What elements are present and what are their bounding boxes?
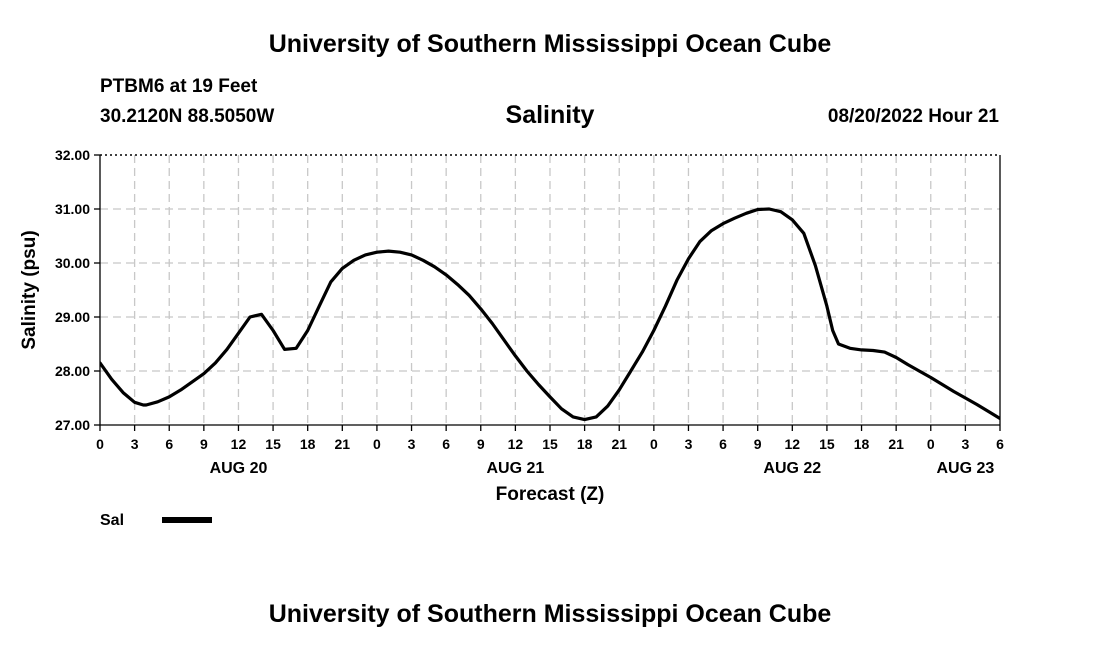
x-tick-label: 9 bbox=[200, 436, 208, 452]
x-tick-label: 21 bbox=[888, 436, 904, 452]
chart-title: Salinity bbox=[505, 101, 595, 129]
x-tick-label: 18 bbox=[577, 436, 593, 452]
x-tick-label: 0 bbox=[927, 436, 935, 452]
page-title-top: University of Southern Mississippi Ocean… bbox=[268, 30, 832, 58]
legend: Sal bbox=[100, 512, 212, 529]
y-tick-label: 32.00 bbox=[55, 147, 90, 163]
day-label: AUG 23 bbox=[936, 460, 994, 477]
page-title-bottom: University of Southern Mississippi Ocean… bbox=[268, 600, 832, 628]
x-tick-label: 6 bbox=[442, 436, 450, 452]
day-label: AUG 20 bbox=[210, 460, 268, 477]
x-tick-label: 12 bbox=[508, 436, 524, 452]
x-tick-label: 0 bbox=[650, 436, 658, 452]
y-tick-label: 27.00 bbox=[55, 417, 90, 433]
x-tick-label: 21 bbox=[611, 436, 627, 452]
x-tick-label: 6 bbox=[165, 436, 173, 452]
day-label: AUG 21 bbox=[486, 460, 544, 477]
x-tick-label: 15 bbox=[265, 436, 281, 452]
grid bbox=[100, 155, 1000, 425]
x-tick-label: 21 bbox=[335, 436, 351, 452]
x-tick-label: 0 bbox=[96, 436, 104, 452]
datetime-label: 08/20/2022 Hour 21 bbox=[827, 106, 999, 127]
y-tick-label: 29.00 bbox=[55, 309, 90, 325]
x-tick-label: 15 bbox=[542, 436, 558, 452]
x-tick-label: 6 bbox=[996, 436, 1004, 452]
station-label: PTBM6 at 19 Feet bbox=[100, 76, 258, 97]
x-tick-label: 6 bbox=[719, 436, 727, 452]
day-label: AUG 22 bbox=[763, 460, 821, 477]
x-tick-label: 12 bbox=[785, 436, 801, 452]
series bbox=[100, 207, 1000, 422]
y-tick-label: 31.00 bbox=[55, 201, 90, 217]
coordinates-label: 30.2120N 88.5050W bbox=[100, 106, 275, 127]
legend-label: Sal bbox=[100, 512, 124, 529]
x-tick-label: 3 bbox=[408, 436, 416, 452]
series-line-sal bbox=[100, 207, 1000, 422]
x-tick-label: 3 bbox=[961, 436, 969, 452]
x-tick-label: 3 bbox=[685, 436, 693, 452]
x-axis-title: Forecast (Z) bbox=[496, 484, 605, 505]
ticks: 27.00 28.00 29.00 30.00 31.00 32.00 0 3 6 9 12 15 18… bbox=[55, 147, 1004, 452]
axis-labels: AUG 20 AUG 21 AUG 22 AUG 23 Forecast (Z) Sali… bbox=[19, 230, 994, 505]
x-tick-label: 18 bbox=[300, 436, 316, 452]
x-tick-label: 9 bbox=[754, 436, 762, 452]
y-axis-title: Salinity (psu) bbox=[19, 230, 40, 349]
x-tick-label: 9 bbox=[477, 436, 485, 452]
x-tick-label: 15 bbox=[819, 436, 835, 452]
x-tick-label: 0 bbox=[373, 436, 381, 452]
y-tick-label: 30.00 bbox=[55, 255, 90, 271]
x-tick-label: 18 bbox=[854, 436, 870, 452]
x-tick-label: 12 bbox=[231, 436, 247, 452]
x-tick-label: 3 bbox=[131, 436, 139, 452]
y-tick-label: 28.00 bbox=[55, 363, 90, 379]
